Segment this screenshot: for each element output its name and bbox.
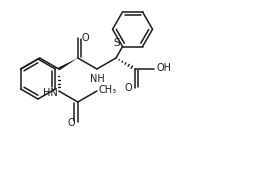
Text: O: O (124, 83, 132, 93)
Text: NH: NH (89, 74, 104, 84)
Polygon shape (58, 58, 78, 70)
Text: O: O (81, 33, 89, 43)
Text: O: O (67, 118, 75, 128)
Text: CH₃: CH₃ (99, 85, 117, 95)
Text: HN: HN (44, 88, 58, 98)
Text: OH: OH (156, 63, 171, 73)
Text: S: S (113, 37, 120, 48)
